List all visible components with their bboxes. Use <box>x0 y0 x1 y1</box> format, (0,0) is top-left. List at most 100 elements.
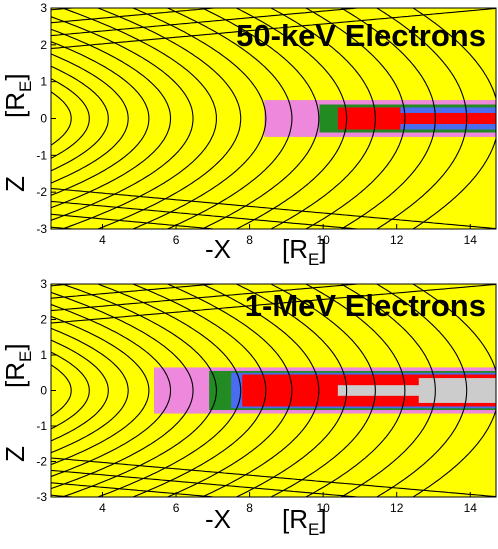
field-line-17 <box>412 284 496 497</box>
y-tick-label: -3 <box>36 490 47 504</box>
field-line-14 <box>304 284 406 497</box>
field-line-13 <box>269 8 376 229</box>
y-unit-main: [R <box>0 362 30 388</box>
x-tick-label: 4 <box>99 233 106 247</box>
field-line-3 <box>51 327 129 454</box>
field-line-6 <box>51 16 194 221</box>
tail-line <box>51 8 221 24</box>
field-line-7 <box>60 8 217 229</box>
svg-text:-X: -X <box>205 234 231 264</box>
panel-title: 50-keV Electrons <box>236 18 486 53</box>
y-unit-close: ] <box>0 343 30 350</box>
field-line-2 <box>51 339 109 442</box>
x-unit-close: ] <box>319 234 326 264</box>
tail-line <box>51 284 496 324</box>
x-unit-sub: E <box>308 520 319 539</box>
y-tick-label: -3 <box>36 222 47 236</box>
field-line-17 <box>412 8 496 229</box>
field-lines <box>51 8 496 229</box>
field-line-1 <box>51 351 90 430</box>
y-label-prefix: Z <box>0 446 30 462</box>
y-tick-label: -2 <box>36 185 47 199</box>
y-tick-label: 2 <box>40 38 47 52</box>
field-line-5 <box>51 28 172 209</box>
field-line-0 <box>51 91 72 146</box>
x-axis-label: -X [RE] <box>205 234 327 269</box>
flux-region-5 <box>418 378 496 403</box>
tail-line <box>51 494 78 497</box>
tail-line <box>51 200 364 229</box>
field-line-8 <box>96 8 242 229</box>
tail-line <box>51 284 221 299</box>
panel-title: 1-MeV Electrons <box>245 288 486 323</box>
field-line-11 <box>200 284 320 497</box>
svg-text:[RE]: [RE] <box>0 73 35 118</box>
x-unit-main: [R <box>282 504 308 534</box>
svg-text:[RE]: [RE] <box>0 343 35 388</box>
tail-line <box>51 482 221 497</box>
tail-line <box>51 8 364 37</box>
y-tick-label: 0 <box>40 112 47 126</box>
field-line-4 <box>51 315 150 466</box>
flux-region-3 <box>337 107 401 130</box>
x-tick-label: 12 <box>390 501 404 515</box>
field-line-8 <box>96 284 242 497</box>
x-ticks: 4 6 8 10 12 14 <box>99 492 477 515</box>
field-line-6 <box>51 291 194 490</box>
tail-line <box>51 284 78 287</box>
x-label-prefix: -X <box>205 234 231 264</box>
field-line-9 <box>131 284 267 497</box>
plot-frame <box>50 283 497 498</box>
field-line-2 <box>51 65 109 172</box>
y-unit-close: ] <box>0 73 30 80</box>
field-line-4 <box>51 41 150 196</box>
field-line-9 <box>131 8 267 229</box>
field-line-12 <box>235 284 348 497</box>
field-lines <box>51 284 496 497</box>
field-line-0 <box>51 364 72 417</box>
svg-text:-X: -X <box>205 504 231 534</box>
y-tick-label: -1 <box>36 148 47 162</box>
y-tick-label: 3 <box>40 1 47 15</box>
flux-regions <box>153 367 496 414</box>
field-line-5 <box>51 303 172 478</box>
x-tick-label: 4 <box>99 501 106 515</box>
field-line-12 <box>235 8 348 229</box>
x-tick-label: 6 <box>173 233 180 247</box>
tail-line <box>51 457 496 497</box>
tail-line <box>51 213 221 229</box>
y-tick-label: 3 <box>40 277 47 291</box>
field-line-15 <box>340 8 436 229</box>
x-tick-label: 14 <box>464 501 478 515</box>
tail-line <box>51 284 365 312</box>
y-tick-label: 0 <box>40 384 47 398</box>
y-axis-label: Z [RE] <box>0 73 35 192</box>
x-tick-label: 6 <box>173 501 180 515</box>
field-line-3 <box>51 53 129 184</box>
field-line-10 <box>166 8 293 229</box>
field-line-15 <box>340 284 436 497</box>
field-line-13 <box>269 284 376 497</box>
tail-line <box>51 469 365 497</box>
y-unit-sub: E <box>16 351 35 362</box>
y-tick-label: -2 <box>36 455 47 469</box>
svg-text:[RE]: [RE] <box>282 504 327 539</box>
x-tick-label: 14 <box>464 233 478 247</box>
x-ticks: 4 6 8 10 12 14 <box>99 224 477 247</box>
flux-region-4 <box>337 385 496 396</box>
x-unit-sub: E <box>308 250 319 269</box>
x-tick-label: 10 <box>316 501 330 515</box>
x-unit-close: ] <box>319 504 326 534</box>
field-line-1 <box>51 78 90 159</box>
field-line-16 <box>375 8 468 229</box>
field-line-11 <box>200 8 320 229</box>
y-tick-label: 2 <box>40 313 47 327</box>
y-axis-label: Z [RE] <box>0 343 35 462</box>
plot-frame <box>50 7 497 230</box>
y-label-prefix: Z <box>0 176 30 192</box>
x-axis-label: -X [RE] <box>205 504 327 539</box>
field-line-10 <box>166 284 293 497</box>
flux-regions <box>264 100 496 137</box>
tail-line <box>51 8 496 50</box>
